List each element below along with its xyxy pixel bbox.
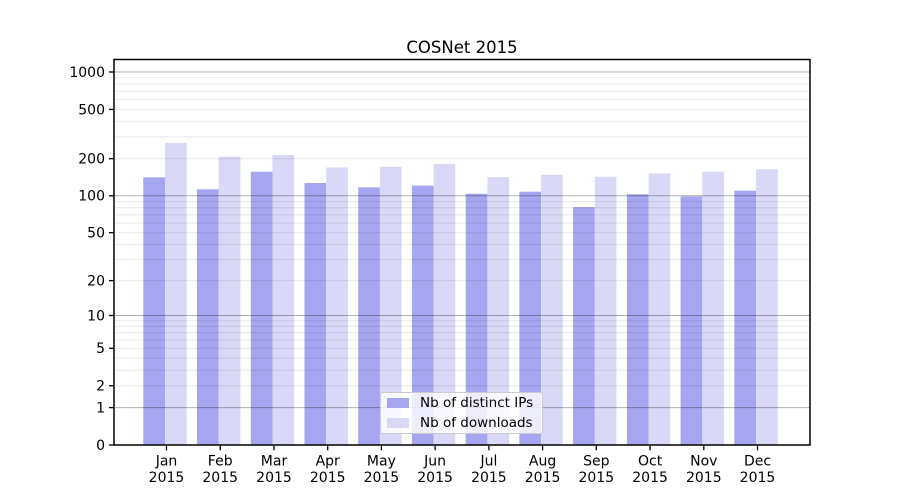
- y-tick-label-20: 20: [87, 274, 105, 290]
- bar-downloads-nov: [702, 171, 724, 445]
- bar-downloads-jun: [433, 164, 456, 445]
- bar-ips-apr: [304, 183, 327, 445]
- y-tick-label-10: 10: [87, 308, 105, 324]
- bar-ips-mar: [250, 171, 273, 445]
- bar-ips-jul: [465, 193, 488, 445]
- y-tick-label-1: 1: [96, 401, 105, 417]
- bar-ips-dec: [734, 190, 756, 445]
- legend-item-distinct-ips: Nb of distinct IPs: [387, 393, 542, 413]
- y-tick-label-2: 2: [96, 379, 105, 395]
- x-tick-label-jul: Jul 2015: [471, 454, 507, 487]
- x-tick-label-dec: Dec 2015: [740, 454, 776, 487]
- y-tick-label-50: 50: [87, 226, 105, 242]
- bar-downloads-aug: [541, 174, 563, 446]
- x-tick-label-may: May 2015: [364, 454, 400, 487]
- x-tick-label-jun: Jun 2015: [417, 454, 453, 487]
- y-tick-label-200: 200: [78, 152, 105, 168]
- y-tick-label-0: 0: [96, 438, 105, 454]
- bar-ips-sep: [573, 207, 595, 445]
- x-tick-label-nov: Nov 2015: [686, 454, 722, 487]
- x-tick-label-mar: Mar 2015: [256, 454, 292, 487]
- legend-swatch-downloads: [387, 417, 409, 429]
- bar-downloads-apr: [326, 167, 348, 445]
- bar-ips-aug: [519, 191, 542, 445]
- bar-downloads-feb: [218, 156, 241, 445]
- legend-box: Nb of distinct IPs Nb of downloads: [380, 392, 543, 434]
- bar-ips-oct: [626, 194, 649, 445]
- y-tick-label-5: 5: [96, 341, 105, 357]
- y-tick-label-500: 500: [78, 102, 105, 118]
- x-tick-label-jan: Jan 2015: [149, 454, 185, 487]
- legend-swatch-distinct-ips: [387, 397, 409, 409]
- bar-downloads-dec: [756, 169, 778, 446]
- bar-ips-feb: [197, 189, 219, 445]
- x-tick-label-sep: Sep 2015: [578, 454, 614, 487]
- bar-downloads-jul: [487, 177, 510, 445]
- bar-downloads-sep: [594, 176, 617, 445]
- x-tick-label-feb: Feb 2015: [202, 454, 238, 487]
- bar-ips-may: [358, 187, 380, 445]
- x-tick-label-apr: Apr 2015: [310, 454, 346, 487]
- bar-ips-jan: [143, 177, 165, 445]
- x-tick-label-oct: Oct 2015: [632, 454, 668, 487]
- y-tick-label-1000: 1000: [69, 65, 105, 81]
- legend-item-downloads: Nb of downloads: [387, 413, 542, 433]
- chart-title: COSNet 2015: [406, 38, 518, 57]
- y-tick-label-100: 100: [78, 189, 105, 205]
- bar-ips-nov: [680, 196, 703, 445]
- bar-ips-jun: [411, 185, 434, 445]
- bar-downloads-oct: [648, 173, 671, 445]
- bar-downloads-may: [379, 166, 402, 446]
- x-tick-label-aug: Aug 2015: [525, 454, 561, 487]
- bar-downloads-jan: [165, 142, 187, 445]
- legend-label-distinct-ips: Nb of distinct IPs: [420, 395, 534, 411]
- plot-border: [113, 58, 811, 446]
- bar-downloads-mar: [272, 155, 295, 445]
- legend-label-downloads: Nb of downloads: [420, 415, 533, 431]
